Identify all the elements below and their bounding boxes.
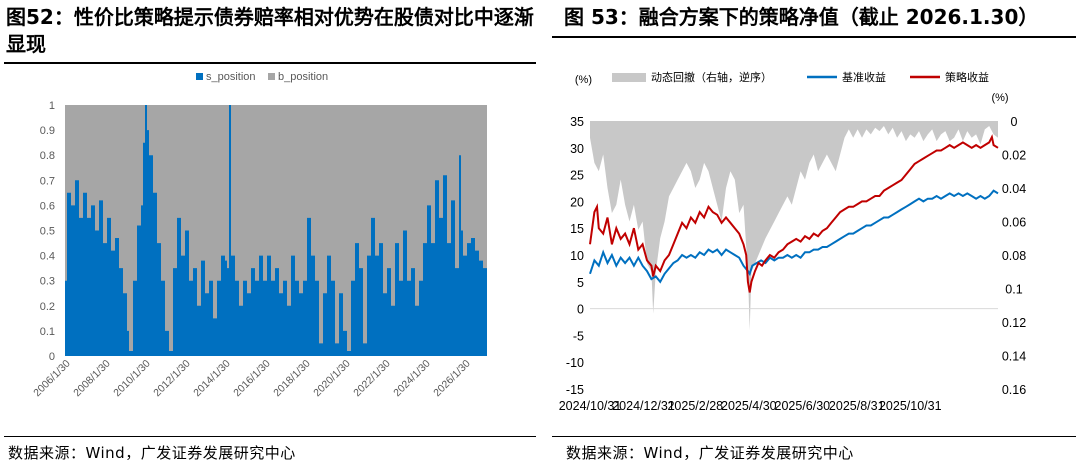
position-chart: s_position b_position 0 0.1 0.2 0.3 0.4 0.5 0.6… (31, 71, 487, 400)
y2-tick-label: 0.08 (1002, 249, 1026, 263)
x-tick-label: 2012/1/30 (151, 358, 193, 400)
x-tick-label: 2025/8/31 (829, 399, 885, 413)
x-tick-label: 2025/10/31 (879, 399, 942, 413)
x-tick-label: 2014/1/30 (191, 358, 233, 400)
y-tick-label: 20 (570, 195, 584, 209)
chart-title: 图 53：融合方案下的策略净值（截止 2026.1.30） (564, 5, 1039, 29)
source-note: 数据来源：Wind，广发证券发展研究中心 (566, 444, 854, 462)
legend-label: 动态回撤（右轴，逆序） (651, 70, 772, 84)
right-panel: 图 53：融合方案下的策略净值（截止 2026.1.30） 动态回撤（右轴，逆序… (548, 0, 1080, 470)
y2-tick-label: 0.12 (1002, 316, 1026, 330)
y-tick-label: 35 (570, 115, 584, 129)
benchmark-line (589, 189, 999, 284)
y-tick-label: 0 (49, 351, 55, 363)
y-tick-label: 15 (570, 222, 584, 236)
y-tick-label: -15 (566, 383, 584, 397)
legend-label: s_position (206, 71, 256, 83)
s-position-area (65, 105, 487, 356)
y2-tick-label: 0.16 (1002, 383, 1026, 397)
y-tick-label: 0.4 (40, 251, 55, 263)
left-panel: 图52：性价比策略提示债券赔率相对优势在股债对比中逐渐显现 s_position… (4, 5, 536, 462)
x-tick-label: 2025/2/28 (667, 399, 723, 413)
y-tick-label: 0 (577, 303, 584, 317)
y-tick-label: 0.2 (40, 301, 55, 313)
drawdown-fill (590, 121, 998, 331)
legend: 动态回撤（右轴，逆序） 基准收益 策略收益 (612, 70, 989, 84)
chart-title: 图52：性价比策略提示债券赔率相对优势在股债对比中逐渐显现 (6, 5, 534, 56)
drawdown-area (590, 121, 998, 331)
y-tick-label: 0.8 (40, 150, 55, 162)
y2-tick-label: 0.1 (1005, 283, 1022, 297)
left-y-axis: 35 30 25 20 15 10 5 0 -5 -10 -15 (%) (566, 74, 592, 397)
title-rule (552, 36, 1076, 38)
nav-chart: 动态回撤（右轴，逆序） 基准收益 策略收益 35 30 25 20 15 10 5 0 -5 -10 -… (559, 70, 1026, 413)
strategy-line (589, 134, 999, 293)
y-tick-label: 0.7 (40, 175, 55, 187)
y-axis: 0 0.1 0.2 0.3 0.4 0.5 0.6 0.7 0.8 0.9 1 (40, 100, 55, 363)
x-tick-label: 2025/6/30 (775, 399, 831, 413)
y-tick-label: 30 (570, 142, 584, 156)
y-tick-label: 0.9 (40, 125, 55, 137)
y-tick-label: 0.1 (40, 326, 55, 338)
x-axis: 2024/10/312024/12/312025/2/282025/4/3020… (559, 399, 942, 413)
x-tick-label: 2024/1/30 (391, 358, 433, 400)
y-tick-label: 25 (570, 169, 584, 183)
x-tick-label: 2006/1/30 (31, 358, 73, 400)
x-axis: 2006/1/302008/1/302010/1/302012/1/302014… (31, 358, 473, 400)
y2-tick-label: 0.04 (1002, 182, 1026, 196)
legend-label: 策略收益 (945, 70, 989, 84)
y-tick-label: 5 (577, 276, 584, 290)
x-tick-label: 2024/12/31 (612, 399, 675, 413)
source-rule (4, 436, 536, 437)
legend-label: 基准收益 (842, 70, 886, 84)
x-tick-label: 2025/4/30 (721, 399, 777, 413)
x-tick-label: 2024/10/31 (559, 399, 622, 413)
legend: s_position b_position (196, 71, 328, 83)
right-y-axis: 0 0.02 0.04 0.06 0.08 0.1 0.12 0.14 0.16 (%) (991, 92, 1026, 397)
title-rule (4, 62, 536, 64)
y-tick-label: 1 (49, 100, 55, 112)
x-tick-label: 2026/1/30 (431, 358, 473, 400)
y-tick-label: 0.5 (40, 226, 55, 238)
source-note: 数据来源：Wind，广发证券发展研究中心 (8, 444, 296, 462)
legend-swatch-drawdown (612, 73, 646, 82)
x-tick-label: 2018/1/30 (271, 358, 313, 400)
y-tick-label: 0.6 (40, 200, 55, 212)
legend-label: b_position (278, 71, 328, 83)
y2-tick-label: 0.06 (1002, 216, 1026, 230)
y-tick-label: 0.3 (40, 276, 55, 288)
y-tick-label: 10 (570, 249, 584, 263)
legend-swatch (196, 73, 203, 80)
y-tick-label: -10 (566, 356, 584, 370)
x-tick-label: 2020/1/30 (311, 358, 353, 400)
y2-tick-label: 0 (1011, 115, 1018, 129)
source-rule (552, 436, 1076, 437)
y2-axis-unit: (%) (991, 92, 1008, 104)
x-tick-label: 2022/1/30 (351, 358, 393, 400)
legend-swatch (268, 73, 275, 80)
x-tick-label: 2016/1/30 (231, 358, 273, 400)
x-tick-label: 2010/1/30 (111, 358, 153, 400)
y2-tick-label: 0.02 (1002, 149, 1026, 163)
x-tick-label: 2008/1/30 (71, 358, 113, 400)
y-axis-unit: (%) (575, 74, 592, 86)
y2-tick-label: 0.14 (1002, 350, 1026, 364)
y-tick-label: -5 (573, 329, 584, 343)
